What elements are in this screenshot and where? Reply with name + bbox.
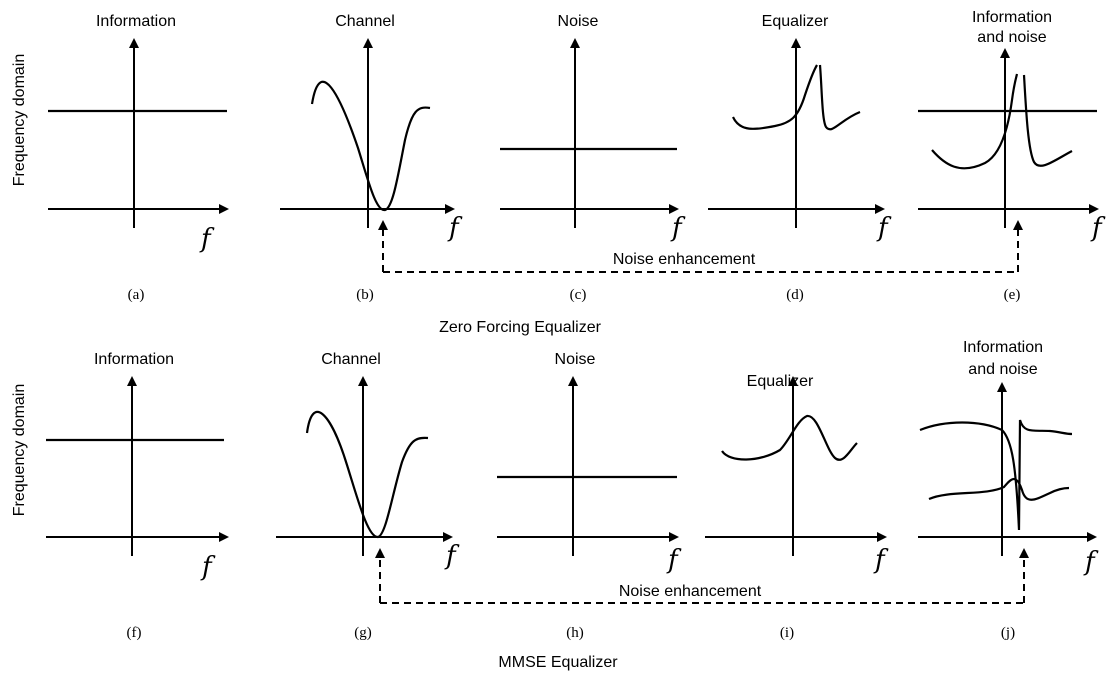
panel-i-equalizer: Equalizer f (i): [705, 373, 889, 641]
freq-symbol: f: [199, 224, 215, 254]
information-response: [919, 419, 1073, 531]
equalizer-response-right: [818, 64, 861, 131]
freq-symbol: f: [1090, 213, 1106, 243]
panel-label: (e): [1004, 287, 1021, 303]
freq-symbol: f: [670, 213, 686, 243]
channel-response: [310, 80, 431, 212]
panel-label: (g): [354, 625, 372, 641]
panel-title: Information: [972, 9, 1052, 26]
freq-symbol: f: [666, 545, 682, 575]
panel-label: (h): [566, 625, 584, 641]
panel-title: Noise: [558, 13, 599, 30]
panel-label: (c): [570, 287, 587, 303]
panel-title: Equalizer: [762, 13, 829, 30]
noise-response-right: [1022, 74, 1073, 167]
panel-title: Information: [963, 339, 1043, 356]
freq-symbol: f: [447, 213, 463, 243]
freq-symbol: f: [444, 541, 460, 571]
freq-symbol: f: [1083, 547, 1099, 577]
panel-title-line2: and noise: [968, 361, 1037, 378]
panel-label: (f): [127, 625, 142, 641]
channel-response: [305, 410, 429, 539]
y-axis-label-zf: Frequency domain: [11, 54, 28, 187]
panel-title: Equalizer: [747, 373, 814, 390]
panel-b-channel: Channel f (b): [280, 13, 463, 303]
panel-label: (a): [128, 287, 145, 303]
noise-enhancement-label: Noise enhancement: [619, 583, 762, 600]
panel-label: (j): [1001, 625, 1015, 641]
panel-e-information-and-noise: Information and noise f (e): [918, 9, 1106, 303]
noise-enhancement-label: Noise enhancement: [613, 251, 756, 268]
y-axis-label-mmse: Frequency domain: [11, 384, 28, 517]
panel-title: Channel: [335, 13, 395, 30]
panel-g-channel: Channel f (g): [276, 351, 460, 641]
panel-title: Information: [94, 351, 174, 368]
equalizer-response-left: [732, 64, 818, 130]
panel-title: Noise: [555, 351, 596, 368]
panel-label: (d): [786, 287, 804, 303]
noise-response: [928, 478, 1070, 501]
panel-f-information: Information f (f): [46, 351, 229, 641]
panel-title: Information: [96, 13, 176, 30]
panel-title-line2: and noise: [977, 29, 1046, 46]
equalizer-response: [721, 414, 858, 461]
freq-symbol: f: [873, 545, 889, 575]
panel-j-information-and-noise: Information and noise f (j): [918, 339, 1099, 641]
caption-zero-forcing: Zero Forcing Equalizer: [439, 319, 602, 336]
noise-response-left: [931, 73, 1019, 170]
panel-label: (i): [780, 625, 794, 641]
caption-mmse: MMSE Equalizer: [498, 654, 618, 671]
freq-symbol: f: [200, 552, 216, 582]
panel-title: Channel: [321, 351, 381, 368]
noise-enhancement-connector-mmse: Noise enhancement: [375, 548, 1029, 604]
panel-label: (b): [356, 287, 374, 303]
freq-symbol: f: [876, 213, 892, 243]
noise-enhancement-connector-zf: Noise enhancement: [378, 220, 1023, 273]
panel-a-information: Information f (a): [48, 13, 229, 303]
